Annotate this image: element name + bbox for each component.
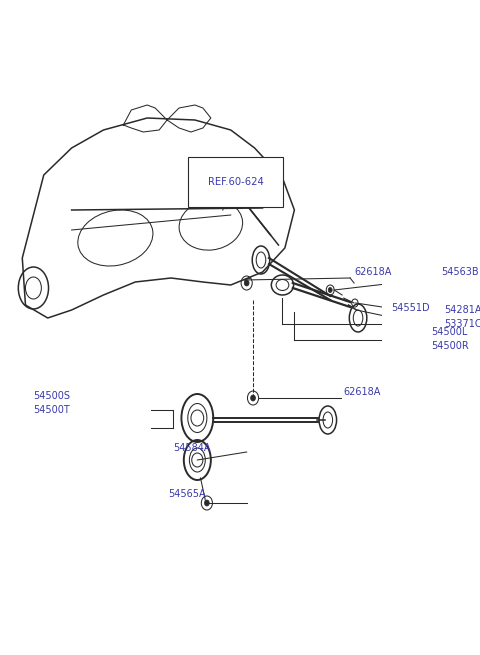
Text: 54584A: 54584A	[173, 443, 211, 453]
Text: 54281A: 54281A	[444, 305, 480, 315]
Text: 62618A: 62618A	[354, 267, 392, 277]
Text: 54500L: 54500L	[431, 327, 468, 337]
Text: 54500S: 54500S	[34, 391, 71, 401]
Text: 54500R: 54500R	[431, 341, 469, 351]
Text: 54565A: 54565A	[168, 489, 206, 499]
Text: REF.60-624: REF.60-624	[208, 177, 264, 187]
Text: 62618A: 62618A	[344, 387, 381, 397]
Text: 54551D: 54551D	[392, 303, 430, 313]
Text: 54563B: 54563B	[441, 267, 479, 277]
Text: 53371C: 53371C	[444, 319, 480, 329]
Text: 54500T: 54500T	[34, 405, 70, 415]
Circle shape	[251, 395, 255, 401]
Circle shape	[328, 288, 332, 293]
Circle shape	[204, 500, 209, 506]
Circle shape	[244, 280, 249, 286]
